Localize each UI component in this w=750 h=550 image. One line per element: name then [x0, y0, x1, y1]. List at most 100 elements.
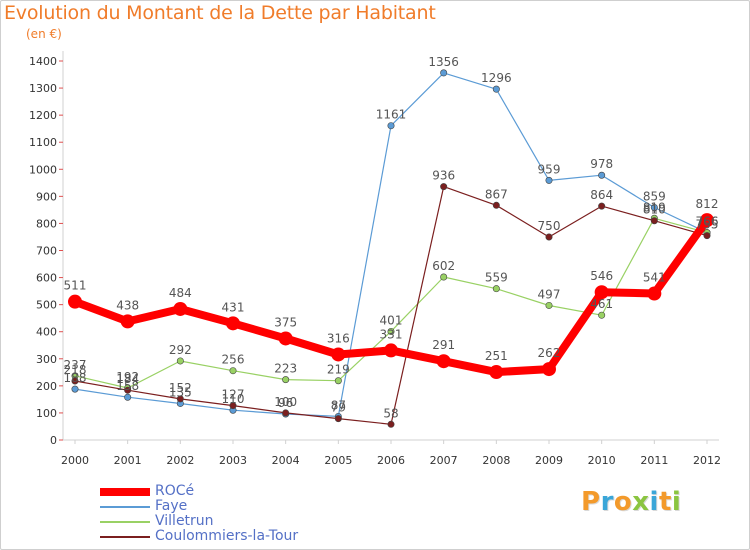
data-label: 959 — [538, 162, 561, 176]
y-tick-label: 300 — [36, 353, 57, 366]
data-label: 819 — [643, 200, 666, 214]
data-label: 484 — [169, 286, 192, 300]
data-label: 755 — [696, 218, 719, 232]
data-point — [492, 285, 500, 293]
data-label: 602 — [432, 259, 455, 273]
data-label: 127 — [222, 388, 245, 402]
data-label: 331 — [380, 327, 403, 341]
y-tick-label: 1300 — [29, 82, 57, 95]
data-point — [703, 232, 711, 240]
data-point — [545, 233, 553, 241]
data-point — [440, 273, 448, 281]
data-label: 192 — [116, 370, 139, 384]
data-point — [387, 420, 395, 428]
y-tick-label: 500 — [36, 299, 57, 312]
data-label: 219 — [327, 363, 350, 377]
data-label: 135 — [169, 385, 192, 399]
series-roc- — [68, 213, 714, 380]
data-label: 431 — [222, 300, 245, 314]
data-label: 110 — [222, 392, 245, 406]
data-label: 292 — [169, 343, 192, 357]
data-label: 1161 — [376, 108, 407, 122]
data-label: 766 — [696, 215, 719, 229]
data-point — [492, 201, 500, 209]
data-point — [176, 395, 184, 403]
data-label: 218 — [64, 363, 87, 377]
data-point — [700, 213, 714, 228]
x-tick-label: 2005 — [324, 454, 352, 467]
data-point — [598, 171, 606, 179]
chart-axes: 0 100 200 300 400 500 600 700 800 900 1000 1100 1200… — [29, 51, 721, 467]
data-label: 188 — [64, 371, 87, 385]
data-label: 497 — [538, 287, 561, 301]
x-tick-label: 2009 — [535, 454, 563, 467]
y-tick-label: 800 — [36, 217, 57, 230]
legend-item: Faye — [100, 498, 360, 514]
data-point — [71, 385, 79, 393]
data-label: 867 — [485, 187, 508, 201]
data-label: 401 — [380, 313, 403, 327]
data-point — [650, 217, 658, 225]
data-label: 812 — [696, 197, 719, 211]
data-point — [598, 311, 606, 319]
series-coulommiers-la-tour — [71, 183, 711, 428]
y-tick-label: 1400 — [29, 55, 57, 68]
data-point — [71, 377, 79, 385]
y-tick-label: 1100 — [29, 136, 57, 149]
data-label: 864 — [590, 188, 613, 202]
data-label: 978 — [590, 157, 613, 171]
y-tick-label: 0 — [50, 434, 57, 447]
data-label: 936 — [432, 169, 455, 183]
legend-label: ROCé — [155, 483, 195, 499]
legend-swatch — [100, 505, 150, 508]
data-label: 96 — [278, 396, 293, 410]
data-label: 152 — [169, 381, 192, 395]
data-point — [278, 331, 293, 346]
legend-item: Villetrun — [100, 513, 360, 529]
y-tick-label: 900 — [36, 190, 57, 203]
chart-legend: ROCé Faye Villetrun Coulommiers-la-Tour — [100, 483, 360, 544]
data-label: 256 — [222, 353, 245, 367]
data-label: 859 — [643, 189, 666, 203]
x-tick-label: 2004 — [272, 454, 300, 467]
x-tick-label: 2010 — [588, 454, 616, 467]
legend-label: Coulommiers-la-Tour — [155, 528, 299, 544]
chart-title: Evolution du Montant de la Dette par Hab… — [4, 2, 436, 24]
data-point — [545, 176, 553, 184]
data-point — [124, 386, 132, 394]
y-tick-label: 600 — [36, 272, 57, 285]
data-point — [436, 354, 451, 369]
y-tick-label: 1000 — [29, 163, 57, 176]
data-point — [226, 316, 240, 331]
y-tick-label: 700 — [36, 245, 57, 258]
data-point — [173, 301, 188, 316]
data-point — [440, 69, 448, 77]
data-point — [120, 314, 135, 329]
chart-data-labels: 188 158 135 110 96 87 1161 1356 1296 959 978 859 766… — [64, 55, 719, 420]
series-faye — [71, 69, 711, 420]
data-label: 511 — [64, 279, 87, 293]
data-point — [68, 294, 82, 309]
data-label: 1356 — [428, 55, 459, 69]
data-point — [647, 286, 662, 301]
legend-item: ROCé — [100, 483, 360, 499]
data-label: 316 — [327, 331, 350, 345]
data-point — [492, 85, 500, 93]
legend-swatch — [100, 535, 150, 538]
data-label: 58 — [383, 406, 398, 420]
x-tick-label: 2011 — [640, 454, 668, 467]
data-label: 375 — [274, 315, 297, 329]
data-point — [229, 402, 237, 410]
x-tick-label: 2002 — [166, 454, 194, 467]
data-point — [440, 183, 448, 191]
line-chart: 0 100 200 300 400 500 600 700 800 900 1000 1100 1200… — [29, 51, 721, 467]
series-villetrun — [71, 214, 711, 392]
data-label: 541 — [643, 271, 666, 285]
x-tick-label: 2003 — [219, 454, 247, 467]
legend-label: Faye — [155, 498, 188, 514]
data-point — [282, 376, 290, 384]
data-label: 223 — [274, 362, 297, 376]
data-point — [387, 122, 395, 130]
data-point — [384, 343, 398, 358]
